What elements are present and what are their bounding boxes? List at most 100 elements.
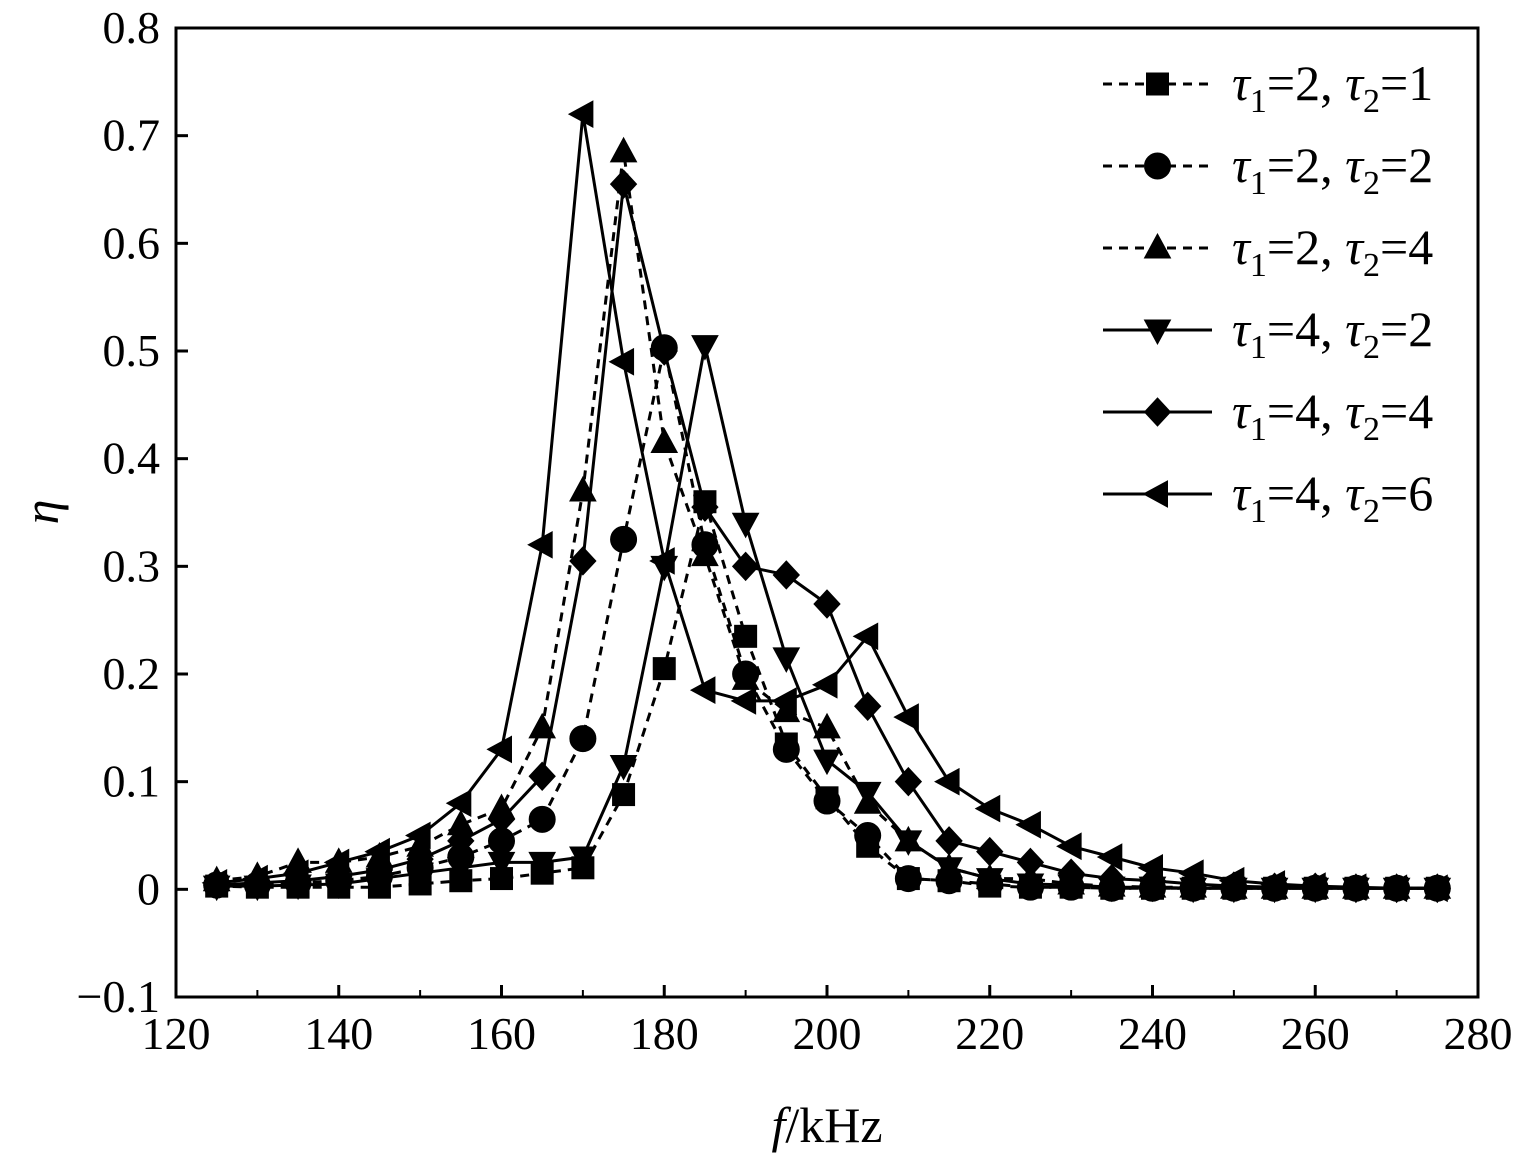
- data-point: [731, 512, 760, 539]
- data-point: [528, 761, 556, 792]
- data-point: [975, 868, 1004, 894]
- data-point: [1381, 874, 1408, 903]
- data-point: [1056, 832, 1082, 861]
- data-point: [852, 622, 879, 651]
- series-layer: [201, 100, 1452, 904]
- x-tick-label: 280: [1444, 1008, 1513, 1059]
- data-point: [610, 525, 638, 553]
- data-point: [976, 836, 1004, 867]
- data-point: [691, 492, 719, 522]
- data-point: [569, 846, 597, 873]
- y-axis-title: η: [13, 500, 69, 525]
- data-point: [853, 781, 882, 808]
- data-point: [487, 851, 516, 878]
- legend-item: τ1=2, τ2=1: [1103, 55, 1433, 120]
- data-point: [772, 560, 800, 590]
- y-tick-label: 0.7: [103, 110, 161, 161]
- data-point: [772, 647, 801, 673]
- y-tick-label: 0.8: [103, 2, 161, 53]
- x-axis-unit: /kHz: [785, 1097, 882, 1153]
- legend-item: τ1=4, τ2=2: [1103, 301, 1433, 366]
- legend-label: τ1=2, τ2=4: [1232, 219, 1433, 284]
- data-point: [1137, 853, 1163, 882]
- data-point: [527, 530, 553, 559]
- data-point: [1259, 870, 1286, 898]
- x-tick-label: 120: [142, 1008, 211, 1059]
- data-point: [1096, 843, 1123, 871]
- data-point: [406, 844, 434, 874]
- data-point: [730, 687, 757, 715]
- data-point: [650, 336, 678, 366]
- data-point: [652, 657, 676, 681]
- y-tick-label: 0.6: [103, 217, 161, 268]
- data-point: [893, 703, 919, 731]
- y-tick-label: 0.4: [103, 433, 161, 484]
- data-point: [1098, 863, 1126, 894]
- data-point: [649, 547, 675, 575]
- data-point: [811, 670, 838, 699]
- data-point: [894, 865, 922, 893]
- data-point: [771, 687, 797, 715]
- x-tick-label: 160: [467, 1008, 536, 1059]
- legend-marker: [1144, 152, 1171, 180]
- data-point: [1057, 858, 1085, 888]
- legend-marker: [1143, 232, 1172, 259]
- data-point: [612, 783, 636, 807]
- y-tick-label: 0: [137, 863, 160, 914]
- data-point: [691, 335, 719, 361]
- legend-label: τ1=4, τ2=2: [1232, 301, 1433, 366]
- data-point: [691, 540, 719, 567]
- x-tick-label: 260: [1281, 1008, 1350, 1059]
- series-6: [201, 100, 1448, 903]
- y-tick-label: −0.1: [77, 971, 160, 1022]
- x-tick-label: 200: [793, 1008, 862, 1059]
- data-point: [1340, 873, 1367, 902]
- y-tick-label: 0.5: [103, 325, 161, 376]
- data-point: [447, 826, 475, 856]
- data-point: [609, 136, 638, 163]
- data-point: [854, 691, 882, 722]
- data-point: [364, 837, 390, 866]
- data-point: [772, 735, 800, 763]
- data-point: [609, 755, 638, 781]
- legend-item: τ1=2, τ2=2: [1103, 137, 1433, 202]
- data-point: [283, 859, 309, 888]
- data-point: [201, 869, 228, 897]
- x-tick-label: 140: [304, 1008, 373, 1059]
- x-axis-ticks: 120 140 160 180 200 220 240 260 280: [142, 985, 1513, 1059]
- data-point: [1178, 859, 1204, 888]
- data-point: [734, 624, 758, 648]
- data-point: [935, 826, 963, 856]
- legend-marker: [1146, 72, 1169, 96]
- data-point: [934, 767, 960, 796]
- legend-marker: [1143, 319, 1172, 346]
- data-point: [486, 735, 512, 764]
- data-point: [242, 864, 268, 893]
- legend-marker: [1142, 480, 1168, 508]
- legend-item: τ1=2, τ2=4: [1103, 219, 1433, 284]
- series-1: [205, 490, 1449, 900]
- data-point: [528, 851, 557, 878]
- legend-label: τ1=2, τ2=2: [1232, 137, 1433, 202]
- data-point: [1016, 847, 1045, 878]
- data-point: [894, 766, 923, 797]
- x-tick-label: 240: [1118, 1008, 1187, 1059]
- data-point: [609, 169, 638, 199]
- legend-item: τ1=4, τ2=6: [1103, 465, 1433, 530]
- data-point: [935, 857, 963, 883]
- data-point: [567, 100, 594, 128]
- x-tick-label: 180: [630, 1008, 699, 1059]
- series-line: [216, 500, 1438, 890]
- legend-marker: [1143, 397, 1172, 427]
- data-point: [813, 749, 841, 776]
- svg-text:f/kHz: f/kHz: [771, 1097, 882, 1153]
- legend: τ1=2, τ2=1 τ1=2, τ2=2 τ1=2, τ2=4 τ1=4, τ2=2…: [1103, 55, 1433, 530]
- data-point: [650, 427, 679, 454]
- legend-label: τ1=4, τ2=4: [1232, 383, 1433, 448]
- data-point: [813, 589, 841, 619]
- y-tick-label: 0.3: [103, 540, 161, 591]
- data-point: [528, 712, 557, 739]
- y-tick-label: 0.1: [103, 756, 161, 807]
- data-point: [323, 848, 350, 877]
